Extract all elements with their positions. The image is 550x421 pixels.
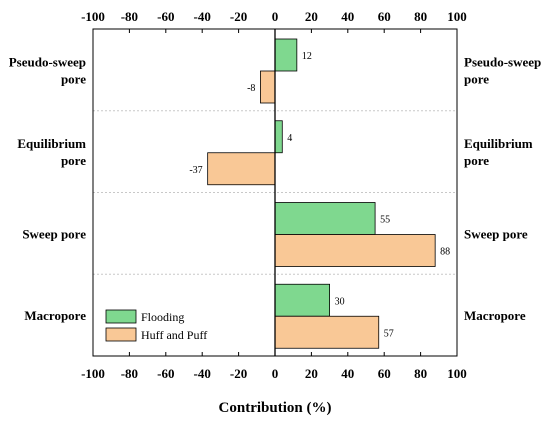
x-tick-label-bottom: 0 [272, 366, 279, 381]
data-labels: 12 -8 4 -37 55 88 30 57 [189, 51, 450, 339]
bar-flooding-equilibrium-pore [274, 120, 283, 154]
x-tick-label-bottom: 100 [447, 366, 467, 381]
data-label-flooding-sweep-pore: 55 [380, 215, 390, 226]
legend: Flooding Huff and Puff [105, 309, 207, 342]
x-tick-label-bottom: 20 [305, 366, 318, 381]
bar-flooding-pseudo-sweep-pore [274, 38, 298, 72]
legend-swatch-flooding [105, 309, 137, 324]
category-label-right-sweep-pore: Sweep pore [464, 226, 528, 241]
data-label-huff-and-puff-macropore: 57 [384, 328, 394, 339]
x-tick-label-top: -80 [121, 9, 138, 24]
x-tick-label-bottom: -100 [81, 366, 105, 381]
data-label-huff-and-puff-pseudo-sweep-pore: -8 [247, 83, 255, 94]
ticks: -100 -100 -80 -80 -60 -60 -40 -40 -20 -20 0 0 20 20 40… [81, 9, 467, 381]
category-label-right-pseudo-sweep-pore: Pseudo-sweep pore [464, 54, 541, 86]
data-label-flooding-macropore: 30 [335, 296, 345, 307]
bar-huff-and-puff-macropore [274, 315, 380, 349]
x-tick-label-top: -40 [194, 9, 211, 24]
x-tick-label-top: 100 [447, 9, 467, 24]
category-label-right-equilibrium-pore: Equilibrium pore [464, 136, 533, 168]
x-tick-label-top: 40 [341, 9, 354, 24]
bar-flooding-sweep-pore [274, 202, 376, 235]
x-tick-label-bottom: -80 [121, 366, 138, 381]
x-tick-label-bottom: -60 [157, 366, 174, 381]
category-labels: Pseudo-sweep pore Pseudo-sweep pore Equilibr… [9, 54, 542, 323]
bar-huff-and-puff-equilibrium-pore [207, 152, 276, 186]
legend-label-flooding: Flooding [141, 310, 184, 324]
category-label-left-sweep-pore: Sweep pore [22, 226, 86, 241]
category-label-left-pseudo-sweep-pore: Pseudo-sweep pore [9, 54, 86, 86]
data-label-flooding-pseudo-sweep-pore: 12 [302, 51, 312, 62]
x-tick-label-bottom: -40 [194, 366, 211, 381]
x-tick-label-top: 60 [378, 9, 391, 24]
legend-label-huff-and-puff: Huff and Puff [141, 328, 207, 342]
bars [207, 38, 436, 349]
x-axis-title: Contribution (%) [219, 400, 332, 416]
x-tick-label-top: -100 [81, 9, 105, 24]
x-tick-label-top: 80 [414, 9, 427, 24]
data-label-huff-and-puff-sweep-pore: 88 [440, 247, 450, 258]
x-tick-label-top: 20 [305, 9, 318, 24]
x-tick-label-bottom: 80 [414, 366, 427, 381]
data-label-huff-and-puff-equilibrium-pore: -37 [189, 165, 202, 176]
x-tick-label-bottom: 40 [341, 366, 354, 381]
category-label-right-macropore: Macropore [464, 308, 526, 323]
data-label-flooding-equilibrium-pore: 4 [287, 133, 292, 144]
category-label-left-equilibrium-pore: Equilibrium pore [17, 136, 86, 168]
x-tick-label-top: -60 [157, 9, 174, 24]
bar-flooding-macropore [274, 283, 330, 317]
x-tick-label-top: -20 [230, 9, 247, 24]
x-tick-label-bottom: 60 [378, 366, 391, 381]
legend-swatch-huff-and-puff [105, 327, 137, 342]
bar-huff-and-puff-sweep-pore [274, 234, 436, 267]
x-tick-label-bottom: -20 [230, 366, 247, 381]
x-tick-label-top: 0 [272, 9, 279, 24]
bar-huff-and-puff-pseudo-sweep-pore [260, 70, 276, 104]
category-label-left-macropore: Macropore [24, 308, 86, 323]
